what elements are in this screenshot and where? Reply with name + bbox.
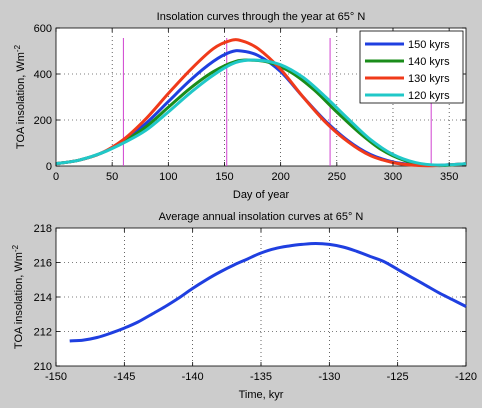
y-axis-label-bottom: TOA insolation, Wm-2 bbox=[11, 244, 25, 349]
y-tick-label: 218 bbox=[34, 223, 52, 235]
legend-label: 150 kyrs bbox=[408, 39, 450, 51]
x-axis-label-bottom: Time, kyr bbox=[239, 389, 284, 401]
y-axis-label-bottom-main: TOA insolation, Wm bbox=[13, 252, 25, 349]
chart-insolation-yearly: 0 50 100 150 200 250 300 350 0 200 400 600 Insolat… bbox=[13, 11, 467, 201]
series-line-2 bbox=[55, 38, 467, 168]
x-ticks-top: 0 50 100 150 200 250 300 350 bbox=[53, 28, 458, 183]
x-tick-label: 200 bbox=[271, 171, 289, 183]
y-axis-label-top-main: TOA insolation, Wm bbox=[15, 52, 27, 149]
x-tick-label: 250 bbox=[328, 171, 346, 183]
y-tick-label: 212 bbox=[34, 327, 52, 339]
x-tick-label: 0 bbox=[53, 171, 59, 183]
x-tick-label: -135 bbox=[250, 371, 272, 383]
x-tick-label: -125 bbox=[387, 371, 409, 383]
legend-items: 150 kyrs 140 kyrs 130 kyrs 120 kyrs bbox=[365, 39, 450, 102]
x-tick-label: -150 bbox=[45, 371, 67, 383]
chart-title-bottom: Average annual insolation curves at 65° … bbox=[159, 211, 364, 223]
y-ticks-top: 0 200 400 600 bbox=[34, 23, 466, 173]
series-line-0 bbox=[69, 242, 467, 343]
series-top bbox=[55, 38, 467, 168]
y-tick-label: 0 bbox=[46, 161, 52, 173]
y-tick-label: 210 bbox=[34, 361, 52, 373]
y-tick-label: 400 bbox=[34, 69, 52, 81]
x-axis-label-top: Day of year bbox=[233, 189, 290, 201]
x-tick-label: -130 bbox=[318, 371, 340, 383]
x-tick-label: 100 bbox=[159, 171, 177, 183]
series-line-3 bbox=[55, 58, 467, 167]
x-tick-label: 50 bbox=[106, 171, 118, 183]
y-axis-label-top: TOA insolation, Wm-2 bbox=[13, 44, 27, 149]
x-ticks-bottom: -150 -145 -140 -135 -130 -125 -120 bbox=[45, 228, 477, 383]
grid-bottom bbox=[56, 228, 466, 366]
legend-top: 150 kyrs 140 kyrs 130 kyrs 120 kyrs bbox=[359, 30, 464, 104]
y-axis-label-top-sup: -2 bbox=[13, 44, 22, 52]
x-tick-label: -120 bbox=[455, 371, 477, 383]
legend-label: 130 kyrs bbox=[408, 73, 450, 85]
y-ticks-bottom: 210 212 214 216 218 bbox=[34, 223, 466, 373]
legend-label: 120 kyrs bbox=[408, 90, 450, 102]
y-tick-label: 214 bbox=[34, 292, 52, 304]
chart-title-top: Insolation curves through the year at 65… bbox=[157, 11, 366, 23]
x-tick-label: -140 bbox=[182, 371, 204, 383]
x-tick-label: 300 bbox=[384, 171, 402, 183]
series-bottom bbox=[69, 242, 467, 343]
x-tick-label: 350 bbox=[440, 171, 458, 183]
y-tick-label: 200 bbox=[34, 115, 52, 127]
y-tick-label: 216 bbox=[34, 258, 52, 270]
x-tick-label: -145 bbox=[113, 371, 135, 383]
legend-label: 140 kyrs bbox=[408, 56, 450, 68]
chart-annual-average: -150 -145 -140 -135 -130 -125 -120 21021221421… bbox=[11, 211, 477, 401]
x-tick-label: 150 bbox=[215, 171, 233, 183]
y-axis-label-bottom-sup: -2 bbox=[11, 244, 20, 252]
y-tick-label: 600 bbox=[34, 23, 52, 35]
